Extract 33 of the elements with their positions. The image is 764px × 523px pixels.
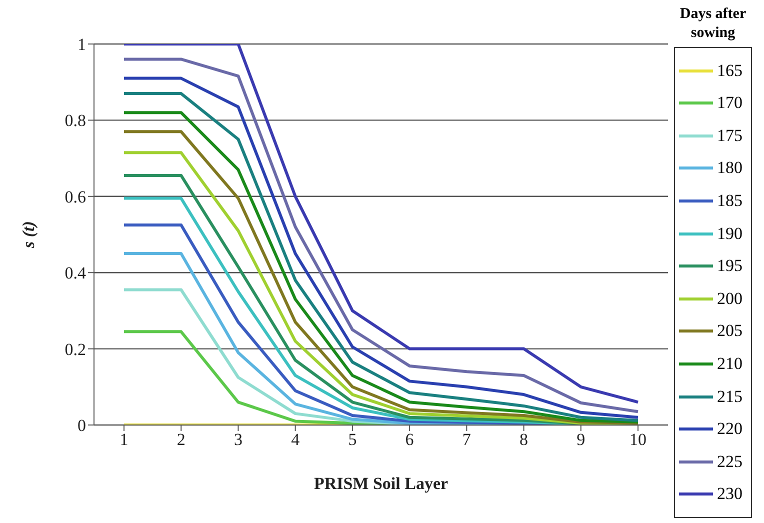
- legend-label: 180: [717, 158, 742, 178]
- y-tick-label: 0.6: [64, 187, 86, 206]
- y-tick-label: 0: [78, 416, 86, 436]
- legend-label: 220: [717, 419, 742, 440]
- legend-label: 210: [717, 354, 742, 374]
- legend-label: 205: [717, 321, 742, 342]
- legend-label: 190: [717, 224, 742, 244]
- legend-label: 230: [717, 484, 742, 504]
- legend-label: 185: [717, 191, 742, 212]
- legend-label: 175: [717, 126, 742, 146]
- legend-title: Days after sowing: [678, 5, 748, 44]
- x-tick-label: 5: [348, 430, 357, 450]
- x-tick-label: 9: [576, 430, 586, 450]
- legend-label: 170: [717, 93, 742, 114]
- y-axis-title: s (t): [19, 221, 38, 249]
- x-axis-title: PRISM Soil Layer: [314, 474, 449, 494]
- legend-label: 165: [717, 60, 742, 81]
- legend-label: 200: [717, 288, 742, 309]
- x-tick-label: 6: [405, 430, 414, 450]
- y-tick-label: 0.4: [64, 264, 86, 283]
- y-tick-label: 1: [78, 35, 86, 54]
- legend-label: 225: [717, 452, 742, 472]
- y-tick-label: 0.2: [64, 340, 86, 359]
- legend-label: 215: [717, 386, 742, 407]
- x-tick-label: 7: [462, 430, 472, 450]
- x-tick-label: 2: [176, 430, 186, 450]
- x-tick-label: 3: [234, 430, 242, 450]
- x-tick-label: 1: [120, 430, 128, 450]
- y-tick-label: 0.8: [64, 111, 86, 130]
- x-tick-label: 4: [291, 430, 300, 450]
- legend-label: 195: [717, 256, 742, 276]
- x-tick-label: 10: [630, 430, 646, 450]
- x-tick-label: 8: [520, 430, 528, 450]
